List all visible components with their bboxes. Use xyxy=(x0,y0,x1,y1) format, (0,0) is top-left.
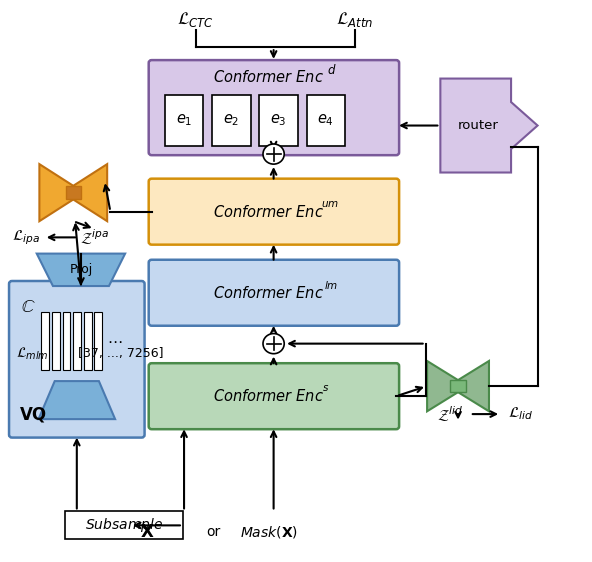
FancyBboxPatch shape xyxy=(149,260,399,326)
Text: $\mathbf{X}$: $\mathbf{X}$ xyxy=(140,523,155,541)
Text: $um$: $um$ xyxy=(321,199,339,209)
Text: Proj: Proj xyxy=(69,264,92,277)
Bar xyxy=(66,186,81,200)
Bar xyxy=(451,380,466,392)
Polygon shape xyxy=(38,381,115,419)
Text: $e_2$: $e_2$ xyxy=(223,112,240,128)
Text: or: or xyxy=(207,524,221,538)
Polygon shape xyxy=(40,164,107,221)
Text: VQ: VQ xyxy=(20,406,47,424)
FancyBboxPatch shape xyxy=(149,179,399,244)
Text: $e_4$: $e_4$ xyxy=(317,112,334,128)
Text: $\mathcal{L}_{lid}$: $\mathcal{L}_{lid}$ xyxy=(509,406,534,423)
Bar xyxy=(63,312,70,370)
Text: $\mathit{Conformer\ Enc}$: $\mathit{Conformer\ Enc}$ xyxy=(213,285,323,301)
Text: $\mathit{Subsample}$: $\mathit{Subsample}$ xyxy=(85,516,163,534)
Text: [37, ..., 7256]: [37, ..., 7256] xyxy=(78,347,163,360)
Bar xyxy=(95,312,102,370)
Bar xyxy=(41,312,49,370)
Polygon shape xyxy=(440,79,538,173)
Text: $d$: $d$ xyxy=(327,62,336,76)
Text: $s$: $s$ xyxy=(322,383,329,393)
FancyBboxPatch shape xyxy=(9,281,144,438)
Bar xyxy=(65,511,183,540)
Text: $\mathcal{L}_{mlm}$: $\mathcal{L}_{mlm}$ xyxy=(16,346,49,362)
FancyBboxPatch shape xyxy=(149,60,399,155)
Text: $\mathcal{L}_{ipa}$: $\mathcal{L}_{ipa}$ xyxy=(12,228,40,247)
Text: $\mathit{Conformer\ Enc}$: $\mathit{Conformer\ Enc}$ xyxy=(213,70,323,85)
Text: $\mathit{Mask}(\mathbf{X})$: $\mathit{Mask}(\mathbf{X})$ xyxy=(240,524,298,540)
Circle shape xyxy=(263,334,284,353)
Polygon shape xyxy=(37,253,125,286)
Bar xyxy=(165,96,204,146)
Text: $e_1$: $e_1$ xyxy=(176,112,192,128)
Bar xyxy=(213,96,250,146)
Polygon shape xyxy=(427,361,489,411)
Bar xyxy=(73,312,81,370)
Text: $\mathcal{Z}^{lid}$: $\mathcal{Z}^{lid}$ xyxy=(437,404,464,424)
Text: $lm$: $lm$ xyxy=(324,279,338,291)
Text: $e_3$: $e_3$ xyxy=(271,112,287,128)
Text: $\mathcal{L}_{Attn}$: $\mathcal{L}_{Attn}$ xyxy=(336,10,374,29)
Bar xyxy=(52,312,60,370)
Circle shape xyxy=(263,144,284,164)
Text: router: router xyxy=(458,119,499,132)
Text: $\mathcal{Z}^{ipa}$: $\mathcal{Z}^{ipa}$ xyxy=(80,228,109,247)
Text: $\mathit{Conformer\ Enc}$: $\mathit{Conformer\ Enc}$ xyxy=(213,203,323,220)
Bar xyxy=(259,96,298,146)
Bar xyxy=(307,96,345,146)
Text: $\mathit{Conformer\ Enc}$: $\mathit{Conformer\ Enc}$ xyxy=(213,388,323,404)
Text: $\mathbb{C}$: $\mathbb{C}$ xyxy=(21,298,36,316)
FancyBboxPatch shape xyxy=(149,363,399,429)
Text: $\mathcal{L}_{CTC}$: $\mathcal{L}_{CTC}$ xyxy=(178,10,214,29)
Bar xyxy=(84,312,92,370)
Text: $\cdots$: $\cdots$ xyxy=(107,333,123,348)
